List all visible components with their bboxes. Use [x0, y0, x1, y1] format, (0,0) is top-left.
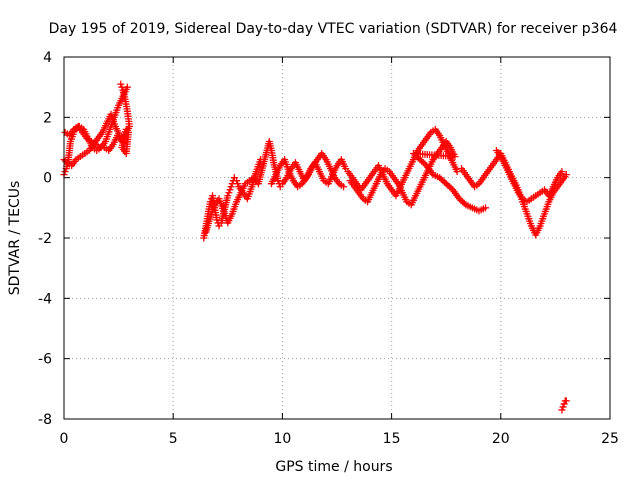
data-point	[274, 177, 282, 185]
data-point	[416, 156, 424, 164]
y-tick-label: -8	[38, 412, 52, 428]
data-point	[226, 186, 234, 194]
data-point	[558, 406, 566, 414]
y-tick-label: 2	[43, 110, 52, 126]
y-tick-label: -2	[38, 231, 52, 247]
chart-title: Day 195 of 2019, Sidereal Day-to-day VTE…	[49, 21, 618, 37]
y-tick-label: 0	[43, 171, 52, 187]
data-point	[227, 183, 235, 191]
y-tick-label: -6	[38, 352, 52, 368]
data-point	[455, 195, 463, 203]
x-tick-label: 15	[383, 431, 401, 447]
data-point	[233, 177, 241, 185]
data-point	[453, 168, 461, 176]
data-point	[414, 154, 422, 162]
data-point	[413, 153, 421, 161]
data-point	[224, 192, 232, 200]
data-point	[117, 80, 125, 88]
x-tick-label: 5	[169, 431, 178, 447]
data-points	[60, 80, 570, 414]
x-tick-label: 10	[273, 431, 291, 447]
data-point	[213, 216, 221, 224]
data-point	[225, 189, 233, 197]
y-axis-label: SDTVAR / TECUs	[7, 181, 23, 296]
axis-ticks: 0 5 10 15 20 25 -8 -6 -4 -2 0 2 4	[38, 50, 619, 447]
data-point	[411, 151, 419, 159]
data-point	[444, 181, 452, 189]
data-point	[562, 171, 570, 179]
data-point	[418, 157, 426, 165]
data-point	[62, 157, 70, 165]
grid	[64, 57, 610, 419]
data-point	[558, 168, 566, 176]
x-axis-label: GPS time / hours	[275, 459, 392, 475]
data-point	[439, 177, 447, 185]
data-point	[445, 183, 453, 191]
data-point	[562, 397, 570, 405]
data-point	[460, 199, 468, 207]
data-point	[419, 159, 427, 167]
data-point	[340, 183, 348, 191]
data-point	[436, 174, 444, 182]
data-point	[442, 180, 450, 188]
x-tick-label: 0	[60, 431, 69, 447]
data-point	[234, 180, 242, 188]
y-tick-label: 4	[43, 50, 52, 66]
data-point	[122, 125, 130, 133]
data-point	[482, 204, 490, 212]
y-tick-label: -4	[38, 291, 52, 307]
x-tick-label: 25	[601, 431, 619, 447]
data-point	[457, 196, 465, 204]
data-point	[118, 83, 126, 91]
data-point	[409, 150, 417, 158]
data-point	[459, 198, 467, 206]
data-point	[61, 168, 69, 176]
data-point	[559, 403, 567, 411]
data-point	[441, 178, 449, 186]
data-point	[437, 175, 445, 183]
x-tick-label: 20	[492, 431, 510, 447]
data-point	[206, 198, 214, 206]
